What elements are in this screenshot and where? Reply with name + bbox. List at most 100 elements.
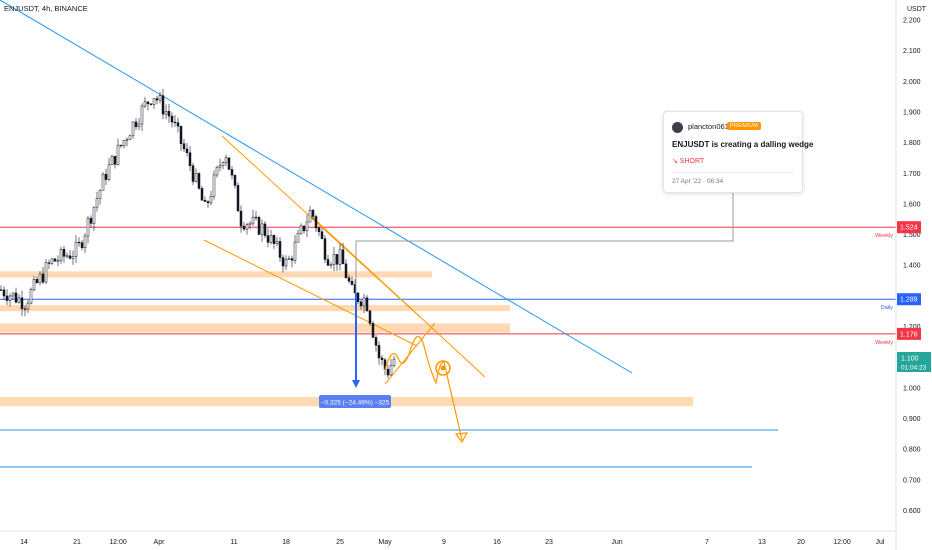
price-tick: 2.000 bbox=[903, 79, 921, 86]
candle-up bbox=[215, 166, 219, 176]
candle-up bbox=[110, 155, 114, 166]
candle-down bbox=[149, 103, 153, 105]
candle-down bbox=[290, 258, 294, 261]
supply-demand-zone[interactable] bbox=[0, 271, 432, 278]
price-tick: 0.700 bbox=[903, 477, 921, 484]
candle-up bbox=[26, 302, 30, 310]
candle-up bbox=[83, 235, 87, 248]
level-tag: Weekly bbox=[875, 340, 893, 346]
time-tick: 9 bbox=[442, 539, 446, 546]
idea-title[interactable]: ENJUSDT is creating a dalling wedge bbox=[672, 140, 814, 149]
time-tick: 12:00 bbox=[833, 539, 851, 546]
main-downtrend-line[interactable] bbox=[0, 0, 633, 374]
candle-up bbox=[125, 139, 129, 141]
candle-up bbox=[107, 164, 111, 180]
candle-down bbox=[173, 121, 177, 124]
candle-down bbox=[53, 258, 57, 262]
candle-up bbox=[74, 241, 78, 257]
candle-down bbox=[146, 101, 150, 105]
chart-title: ENJUSDT, 4h, BINANCE bbox=[4, 4, 88, 13]
level-price-box bbox=[897, 293, 921, 306]
candle-up bbox=[38, 273, 42, 283]
time-tick: 7 bbox=[705, 539, 709, 546]
candle-down bbox=[320, 231, 324, 239]
current-price-tag: 1.100 01:04:23 bbox=[897, 352, 931, 372]
time-tick: May bbox=[378, 539, 392, 546]
supply-demand-zone[interactable] bbox=[0, 323, 510, 333]
candle-down bbox=[68, 255, 72, 259]
idea-connector bbox=[355, 193, 734, 293]
price-scale[interactable]: USDT 2.200 2.100 2.000 1.900 1.800 1.700 1.600… bbox=[895, 0, 932, 550]
candle-down bbox=[311, 209, 315, 217]
candle-down bbox=[2, 289, 6, 297]
candle-up bbox=[284, 258, 288, 267]
level-price: 1.524 bbox=[900, 225, 918, 232]
candle-up bbox=[152, 98, 156, 105]
idea-card[interactable]: plancton0618 PREMIUM ENJUSDT is creating… bbox=[663, 111, 813, 193]
author-name[interactable]: plancton0618 bbox=[688, 122, 734, 131]
candle-down bbox=[200, 188, 204, 201]
candle-up bbox=[50, 258, 54, 264]
card-divider bbox=[672, 172, 794, 173]
short-direction: ↘ SHORT bbox=[672, 158, 705, 165]
level-lines bbox=[0, 226, 896, 335]
candle-down bbox=[206, 201, 210, 204]
current-price: 1.100 bbox=[901, 356, 919, 363]
time-tick: Apr bbox=[154, 539, 166, 546]
candle-down bbox=[170, 115, 174, 123]
candle-up bbox=[98, 189, 102, 199]
time-tick: 20 bbox=[797, 539, 805, 546]
candle-down bbox=[371, 323, 375, 338]
candle-down bbox=[5, 295, 9, 301]
time-scale[interactable]: 14 21 12:00 Apr 11 18 25 May 9 16 23 Jun 7 13 20 12:00 J… bbox=[0, 530, 896, 546]
price-tick: 1.700 bbox=[903, 171, 921, 178]
wedge-lower-line[interactable] bbox=[203, 239, 418, 347]
candle-down bbox=[380, 357, 384, 360]
candle-down bbox=[179, 125, 183, 144]
time-tick: 11 bbox=[230, 539, 237, 546]
time-tick: 18 bbox=[282, 539, 290, 546]
idea-date: 27 Apr '22 · 06:34 bbox=[672, 178, 724, 185]
trend-lines[interactable] bbox=[0, 0, 778, 468]
time-tick: 16 bbox=[493, 539, 501, 546]
candle-down bbox=[233, 174, 237, 186]
price-tick: 0.800 bbox=[903, 447, 921, 454]
candle-up bbox=[140, 105, 144, 125]
candle-down bbox=[359, 301, 363, 307]
candle-down bbox=[281, 257, 285, 267]
level-tag: Weekly bbox=[875, 233, 893, 239]
candle-down bbox=[356, 292, 360, 302]
candle-down bbox=[134, 121, 138, 128]
candle-down bbox=[77, 241, 81, 244]
candle-down bbox=[344, 263, 348, 279]
measure-tool[interactable]: −0.325 (−24.49%) −325 bbox=[319, 293, 391, 408]
projection-path bbox=[384, 335, 463, 441]
small-wedge-upper[interactable] bbox=[309, 214, 486, 378]
candle-up bbox=[260, 223, 264, 235]
candle-down bbox=[14, 292, 18, 303]
price-tick: 1.400 bbox=[903, 263, 921, 270]
candle-down bbox=[347, 277, 351, 282]
candle-down bbox=[257, 217, 261, 235]
candle-up bbox=[332, 254, 336, 265]
small-wedge-lower[interactable] bbox=[384, 322, 436, 385]
candle-down bbox=[365, 297, 369, 312]
candle-down bbox=[317, 227, 321, 232]
candle-up bbox=[131, 121, 135, 137]
candle-up bbox=[299, 225, 303, 234]
price-tick: 2.200 bbox=[903, 18, 921, 25]
candle-down bbox=[278, 241, 282, 258]
price-tick: 1.500 bbox=[903, 232, 921, 239]
candle-up bbox=[209, 196, 213, 204]
candle-up bbox=[305, 221, 309, 232]
candle-up bbox=[86, 217, 90, 237]
candle-down bbox=[62, 248, 66, 257]
candle-down bbox=[191, 165, 195, 182]
candle-down bbox=[119, 144, 123, 147]
time-tick: 12:00 bbox=[109, 539, 127, 546]
candle-up bbox=[116, 144, 120, 165]
user-avatar[interactable] bbox=[672, 122, 683, 133]
candle-down bbox=[47, 262, 51, 264]
supply-demand-zone[interactable] bbox=[0, 305, 510, 312]
